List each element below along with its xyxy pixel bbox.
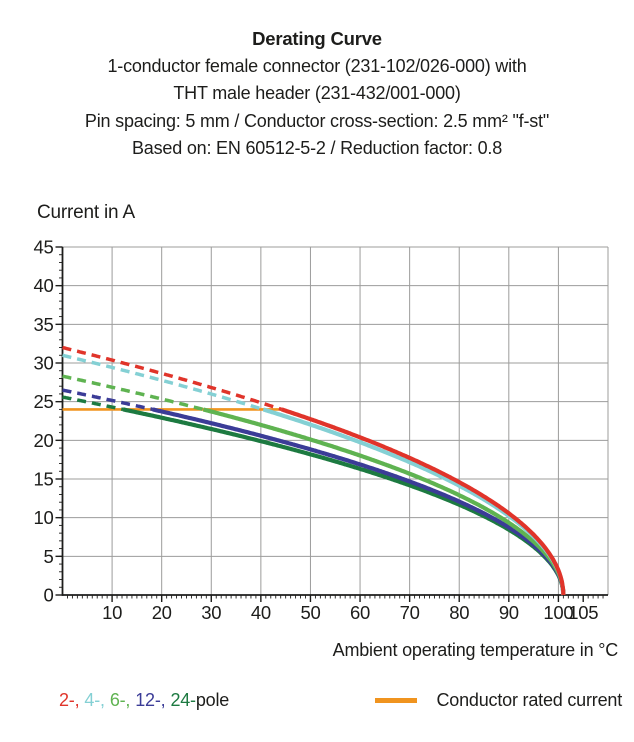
legend-pole-item: 6-, — [109, 690, 131, 710]
y-tick-label: 35 — [34, 314, 54, 335]
x-tick-label: 20 — [152, 602, 172, 623]
subtitle-line-2: THT male header (231-432/001-000) — [173, 83, 461, 103]
y-tick-label: 45 — [34, 237, 54, 258]
subtitle-line-3: Pin spacing: 5 mm / Conductor cross-sect… — [84, 110, 550, 131]
x-tick-label: 100 — [543, 602, 573, 623]
x-tick-label: 10 — [102, 602, 122, 623]
x-tick-label: 70 — [400, 602, 420, 623]
x-tick-label: 105 — [568, 602, 598, 623]
y-tick-label: 10 — [34, 507, 54, 528]
series-6-pole-dashed — [62, 374, 204, 412]
x-tick-label: 60 — [350, 602, 370, 623]
rated-current-line-swatch — [374, 698, 417, 703]
legend-pole-item: 4-, — [84, 690, 105, 710]
subtitle-line-4: Based on: EN 60512-5-2 / Reduction facto… — [131, 138, 503, 158]
series-6-pole-solid — [202, 407, 566, 596]
y-tick-label: 5 — [44, 546, 54, 567]
rated-current-label: Conductor rated current — [436, 690, 623, 710]
x-tick-label: 40 — [251, 602, 271, 623]
x-tick-label: 80 — [449, 602, 469, 623]
y-tick-label: 15 — [34, 469, 54, 490]
x-axis-title: Ambient operating temperature in °C — [332, 640, 619, 660]
series-24-pole-dashed — [62, 395, 124, 412]
series-24-pole-solid — [122, 407, 566, 596]
subtitle-line-1: 1-conductor female connector (231-102/02… — [107, 55, 527, 76]
series-12-pole-dashed — [62, 388, 154, 412]
y-tick-label: 0 — [44, 585, 54, 606]
y-tick-label: 20 — [34, 430, 54, 451]
y-tick-label: 25 — [34, 391, 54, 412]
legend-pole-item: 2-, — [59, 690, 80, 710]
page-title: Derating Curve — [252, 28, 382, 49]
x-tick-label: 90 — [499, 602, 519, 623]
x-tick-label: 50 — [300, 602, 320, 623]
legend-row: 2-, 4-, 6-, 12-, 24-pole Conductor rated cur… — [0, 688, 634, 718]
axes — [61, 247, 608, 596]
legend-pole-item: 12-, — [135, 690, 166, 710]
legend-pole-item: 24- — [170, 690, 196, 710]
series-4-pole-dashed — [62, 353, 264, 412]
chart-header: Derating Curve 1-conductor female connec… — [0, 25, 634, 163]
series-2-pole-solid — [281, 407, 566, 596]
y-tick-label: 30 — [34, 353, 54, 374]
x-tick-label: 30 — [201, 602, 221, 623]
legend-pole-suffix: pole — [195, 690, 230, 710]
y-tick-label: 40 — [34, 275, 54, 296]
y-axis-title: Current in A — [37, 202, 135, 223]
series-12-pole-solid — [152, 407, 566, 596]
rated-current-legend: Conductor rated current — [374, 690, 623, 711]
pole-count-legend: 2-, 4-, 6-, 12-, 24-pole — [59, 690, 229, 711]
series-2-pole-dashed — [62, 345, 283, 412]
